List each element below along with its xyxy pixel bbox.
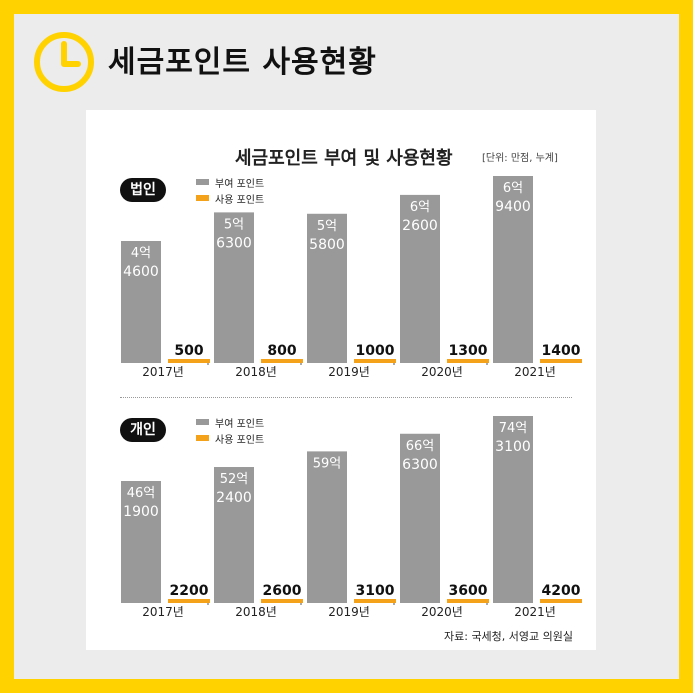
x-tick-label: 2018년 (235, 365, 277, 379)
data-label-used: 1000 (356, 343, 395, 359)
data-label-granted: 5800 (309, 237, 345, 253)
x-tick-label: 2020년 (421, 365, 463, 379)
panel-label-individual: 개인 (120, 418, 166, 442)
legend-item-used: 사용 포인트 (196, 190, 264, 206)
data-label-granted: 74억 (499, 421, 528, 436)
data-label-granted: 2600 (402, 218, 438, 234)
panel-individual: 개인 부여 포인트 사용 포인트 46억 1900 2200 2017년 52억 2400… (86, 410, 596, 640)
x-tick-label: 2018년 (235, 605, 277, 619)
bar-chart-corporate: 4억 4600 500 2017년 5억 6300 800 2018년 5억 5800 1000 20… (121, 176, 582, 379)
x-tick-label: 2020년 (421, 605, 463, 619)
data-label-granted: 3100 (495, 439, 531, 455)
bar-granted (400, 194, 440, 363)
data-label-granted: 5억 (224, 217, 244, 232)
legend-swatch-granted (196, 419, 209, 425)
data-label-used: 500 (174, 343, 203, 359)
legend-item-used: 사용 포인트 (196, 430, 264, 446)
data-label-granted: 1900 (123, 504, 159, 520)
legend-label-used: 사용 포인트 (215, 434, 265, 446)
data-label-used: 2200 (170, 583, 209, 599)
panel-label-corporate: 법인 (120, 178, 166, 202)
data-label-granted: 9400 (495, 199, 531, 215)
x-tick-label: 2017년 (142, 365, 184, 379)
x-tick-label: 2019년 (328, 365, 370, 379)
bar-granted (493, 416, 533, 603)
bar-used (540, 359, 582, 363)
data-label-granted: 6300 (402, 457, 438, 473)
clock-icon (34, 32, 94, 92)
bar-used (447, 599, 489, 603)
data-label-granted: 66억 (406, 439, 435, 454)
x-tick-label: 2019년 (328, 605, 370, 619)
data-label-used: 1400 (542, 343, 581, 359)
data-label-granted: 4600 (123, 264, 159, 280)
bar-used (168, 599, 210, 603)
data-label-granted: 4억 (131, 246, 151, 261)
data-label-granted: 59억 (313, 456, 342, 471)
data-label-granted: 6억 (410, 200, 430, 215)
source-note: 자료: 국세청, 서영교 의원실 (444, 630, 574, 643)
legend-label-granted: 부여 포인트 (215, 178, 265, 190)
data-label-granted: 52억 (220, 472, 249, 487)
legend-item-granted: 부여 포인트 (196, 174, 264, 190)
page-headline: 세금포인트 사용현황 (108, 45, 377, 80)
legend-swatch-used (196, 195, 209, 201)
bar-chart-individual: 46억 1900 2200 2017년 52억 2400 2600 2018년 59억 3100 2… (121, 416, 582, 619)
data-label-granted: 6억 (503, 181, 523, 196)
data-label-granted: 5억 (317, 219, 337, 234)
panel-corporate: 법인 부여 포인트 사용 포인트 4억 4600 500 2017년 5억 6300 800… (86, 170, 596, 400)
unit-note: [단위: 만점, 누계] (482, 153, 558, 164)
data-label-used: 800 (267, 343, 296, 359)
legend-label-granted: 부여 포인트 (215, 418, 265, 430)
bar-granted (121, 241, 161, 363)
bar-granted (307, 213, 347, 363)
data-label-used: 3600 (449, 583, 488, 599)
legend-swatch-granted (196, 179, 209, 185)
bar-used (354, 599, 396, 603)
chart-title: 세금포인트 부여 및 사용현황 (235, 148, 453, 169)
bar-used (354, 359, 396, 363)
bar-used (447, 359, 489, 363)
bar-used (261, 599, 303, 603)
legend-label-used: 사용 포인트 (215, 194, 265, 206)
x-tick-label: 2021년 (514, 605, 556, 619)
x-tick-label: 2017년 (142, 605, 184, 619)
bar-used (168, 359, 210, 363)
bar-used (540, 599, 582, 603)
bar-granted (121, 481, 161, 603)
legend-swatch-used (196, 435, 209, 441)
data-label-used: 1300 (449, 343, 488, 359)
legend: 부여 포인트 사용 포인트 (196, 174, 264, 206)
bar-granted (493, 176, 533, 363)
bar-granted (307, 451, 347, 603)
legend: 부여 포인트 사용 포인트 (196, 414, 264, 446)
data-label-used: 4200 (542, 583, 581, 599)
data-label-used: 3100 (356, 583, 395, 599)
data-label-granted: 6300 (216, 235, 252, 251)
data-label-used: 2600 (263, 583, 302, 599)
bar-granted (400, 433, 440, 603)
bar-granted (214, 467, 254, 603)
data-label-granted: 2400 (216, 490, 252, 506)
data-label-granted: 46억 (127, 486, 156, 501)
x-tick-label: 2021년 (514, 365, 556, 379)
panel-divider (120, 397, 572, 398)
bar-granted (214, 212, 254, 363)
legend-item-granted: 부여 포인트 (196, 414, 264, 430)
bar-used (261, 359, 303, 363)
